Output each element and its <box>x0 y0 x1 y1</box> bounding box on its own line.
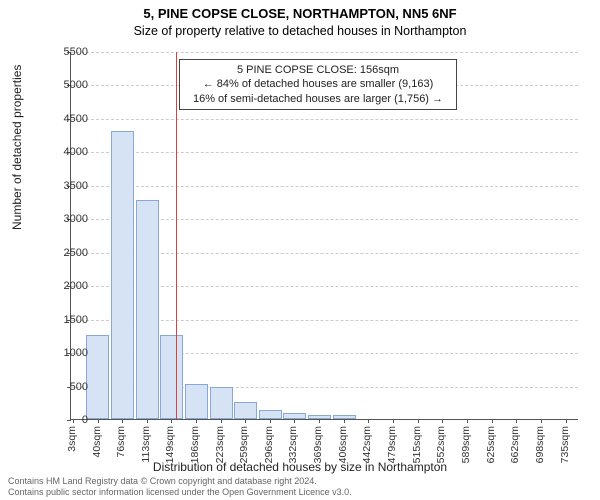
gridline <box>71 52 578 53</box>
xtick-mark <box>368 419 369 423</box>
histogram-bar <box>160 335 183 419</box>
xtick-mark <box>221 419 222 423</box>
footer-line: Contains HM Land Registry data © Crown c… <box>8 476 352 487</box>
xtick-label: 40sqm <box>91 426 103 458</box>
xtick-label: 223sqm <box>214 426 226 463</box>
xtick-label: 149sqm <box>164 426 176 463</box>
xtick-mark <box>270 419 271 423</box>
ytick-label: 4000 <box>48 146 88 158</box>
reference-line <box>176 52 177 419</box>
chart-subtitle: Size of property relative to detached ho… <box>0 24 600 38</box>
histogram-bar <box>210 387 233 419</box>
xtick-label: 186sqm <box>189 426 201 463</box>
ytick-label: 1000 <box>48 347 88 359</box>
xtick-mark <box>196 419 197 423</box>
gridline <box>71 119 578 120</box>
xtick-mark <box>171 419 172 423</box>
histogram-bar <box>234 402 257 419</box>
xtick-label: 3sqm <box>66 426 78 452</box>
ytick-label: 2000 <box>48 280 88 292</box>
xtick-label: 76sqm <box>115 426 127 458</box>
xtick-label: 625sqm <box>485 426 497 463</box>
ytick-label: 5000 <box>48 79 88 91</box>
xtick-label: 589sqm <box>460 426 472 463</box>
annotation-line: 16% of semi-detached houses are larger (… <box>186 92 450 106</box>
xtick-label: 406sqm <box>337 426 349 463</box>
xtick-label: 515sqm <box>411 426 423 463</box>
xtick-mark <box>467 419 468 423</box>
xtick-label: 369sqm <box>312 426 324 463</box>
y-axis-label: Number of detached properties <box>10 65 24 230</box>
xtick-mark <box>442 419 443 423</box>
xtick-label: 332sqm <box>287 426 299 463</box>
xtick-label: 552sqm <box>435 426 447 463</box>
xtick-mark <box>393 419 394 423</box>
xtick-mark <box>516 419 517 423</box>
xtick-mark <box>418 419 419 423</box>
xtick-mark <box>98 419 99 423</box>
histogram-bar <box>185 384 208 419</box>
xtick-label: 479sqm <box>386 426 398 463</box>
ytick-label: 500 <box>48 381 88 393</box>
ytick-label: 4500 <box>48 113 88 125</box>
histogram-bar <box>259 410 282 419</box>
annotation-box: 5 PINE COPSE CLOSE: 156sqm← 84% of detac… <box>179 59 457 110</box>
ytick-label: 3000 <box>48 213 88 225</box>
xtick-label: 259sqm <box>238 426 250 463</box>
xtick-mark <box>294 419 295 423</box>
xtick-mark <box>122 419 123 423</box>
xtick-mark <box>245 419 246 423</box>
annotation-line: ← 84% of detached houses are smaller (9,… <box>186 77 450 91</box>
xtick-label: 442sqm <box>361 426 373 463</box>
xtick-label: 296sqm <box>263 426 275 463</box>
xtick-label: 662sqm <box>509 426 521 463</box>
xtick-mark <box>566 419 567 423</box>
gridline <box>71 186 578 187</box>
xtick-mark <box>319 419 320 423</box>
plot-area: 5 PINE COPSE CLOSE: 156sqm← 84% of detac… <box>70 52 578 420</box>
xtick-mark <box>541 419 542 423</box>
xtick-label: 113sqm <box>140 426 152 463</box>
histogram-bar <box>136 200 159 419</box>
annotation-line: 5 PINE COPSE CLOSE: 156sqm <box>186 63 450 77</box>
ytick-label: 3500 <box>48 180 88 192</box>
histogram-bar <box>111 131 134 419</box>
ytick-label: 1500 <box>48 314 88 326</box>
xtick-label: 735sqm <box>559 426 571 463</box>
xtick-mark <box>147 419 148 423</box>
histogram-bar <box>86 335 109 419</box>
chart-title: 5, PINE COPSE CLOSE, NORTHAMPTON, NN5 6N… <box>0 6 600 21</box>
footer-line: Contains public sector information licen… <box>8 487 352 498</box>
attribution-footer: Contains HM Land Registry data © Crown c… <box>8 476 352 499</box>
ytick-label: 0 <box>48 414 88 426</box>
xtick-mark <box>492 419 493 423</box>
xtick-mark <box>344 419 345 423</box>
ytick-label: 5500 <box>48 46 88 58</box>
xtick-label: 698sqm <box>534 426 546 463</box>
property-size-histogram: 5, PINE COPSE CLOSE, NORTHAMPTON, NN5 6N… <box>0 0 600 500</box>
gridline <box>71 152 578 153</box>
ytick-label: 2500 <box>48 247 88 259</box>
